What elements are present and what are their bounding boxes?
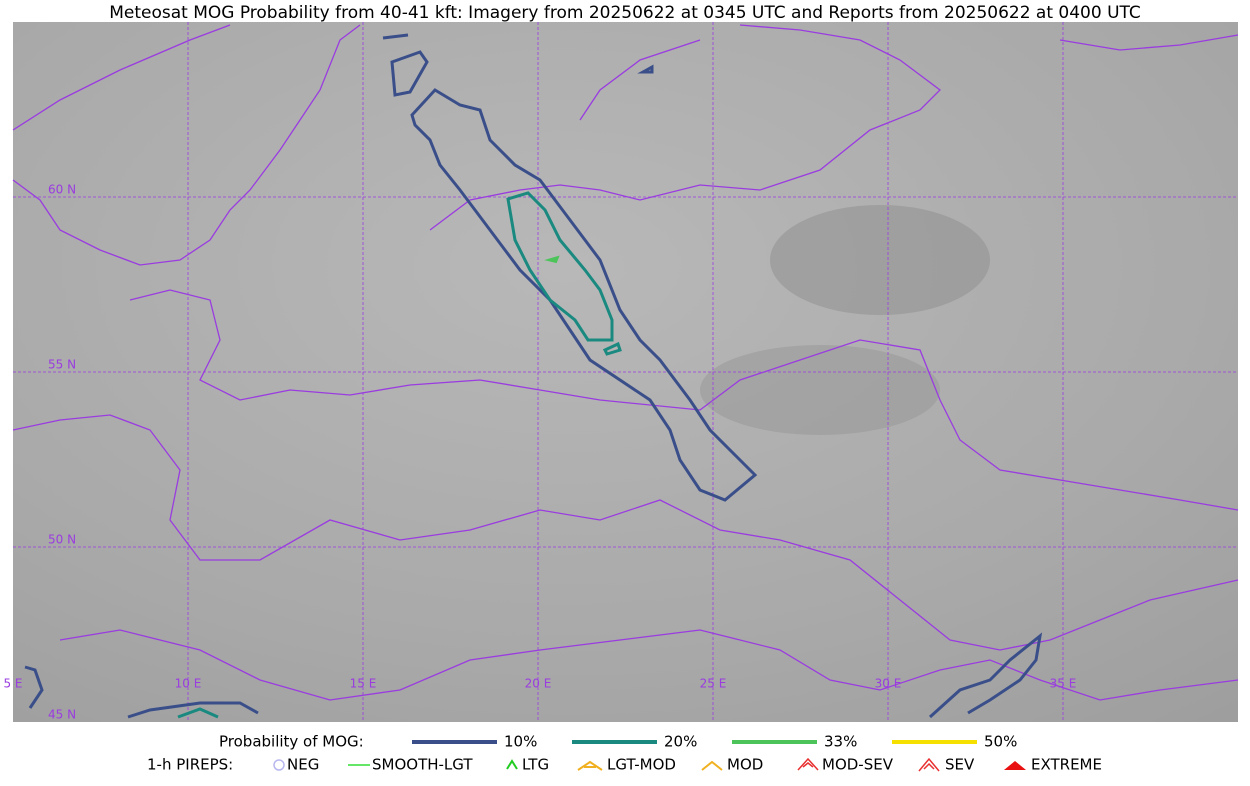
coastline (12, 24, 361, 266)
legend-label: EXTREME (1031, 756, 1102, 774)
pirep-icon (273, 759, 285, 771)
legend-label: MOD (727, 756, 763, 774)
pirep-icon (797, 757, 819, 771)
longitude-label: 15 E (350, 677, 377, 691)
coastline (429, 24, 941, 231)
pirep-icon (577, 760, 603, 771)
legend-label: MOD-SEV (822, 756, 894, 774)
contour-10 (382, 33, 429, 97)
longitude-label: 5 E (3, 677, 22, 691)
pirep-icon (506, 759, 518, 770)
legend-label: 50% (984, 733, 1017, 751)
legend-label: SEV (945, 756, 975, 774)
coastline (1059, 34, 1239, 51)
contour-10 (24, 665, 259, 719)
pirep-icon (1004, 761, 1026, 770)
longitude-label: 25 E (700, 677, 727, 691)
graticule: 60 N 55 N 50 N 45 N 5 E 10 E 15 E 20 E 25 E 30 E 3… (3, 22, 1238, 722)
legend-label: NEG (287, 756, 319, 774)
coastlines (12, 24, 1239, 701)
pirep-icon (918, 757, 940, 772)
map-title: Meteosat MOG Probability from 40-41 kft:… (109, 3, 1141, 23)
latitude-label: 60 N (48, 183, 76, 197)
dark-region (770, 205, 990, 315)
contour-20 (177, 707, 219, 719)
longitude-label: 20 E (525, 677, 552, 691)
legend-label: 20% (664, 733, 697, 751)
legend-label: SMOOTH-LGT (372, 756, 473, 774)
latitude-label: 55 N (48, 358, 76, 372)
latitude-label: 50 N (48, 533, 76, 547)
legend: Probability of MOG: 10% 20% 33% 50% 1-h PIREP… (147, 733, 1102, 774)
border (12, 414, 1239, 651)
contour-20 (506, 191, 622, 356)
probability-contours (24, 33, 1043, 719)
legend-label: 33% (824, 733, 857, 751)
latitude-label: 45 N (48, 708, 76, 722)
legend-heading: Probability of MOG: (219, 733, 364, 751)
contour-10 (410, 88, 758, 502)
legend-heading: 1-h PIREPS: (147, 756, 233, 774)
contour-10 (637, 64, 654, 74)
dark-region (700, 345, 940, 435)
longitude-label: 30 E (875, 677, 902, 691)
longitude-label: 10 E (175, 677, 202, 691)
legend-label: LGT-MOD (607, 756, 676, 774)
contour-33 (544, 255, 560, 264)
longitude-label: 35 E (1050, 677, 1077, 691)
legend-label: 10% (504, 733, 537, 751)
border (59, 629, 1239, 701)
border (129, 289, 1239, 511)
pirep-icon (701, 760, 723, 771)
legend-label: LTG (522, 756, 549, 774)
contour-10 (928, 632, 1043, 719)
